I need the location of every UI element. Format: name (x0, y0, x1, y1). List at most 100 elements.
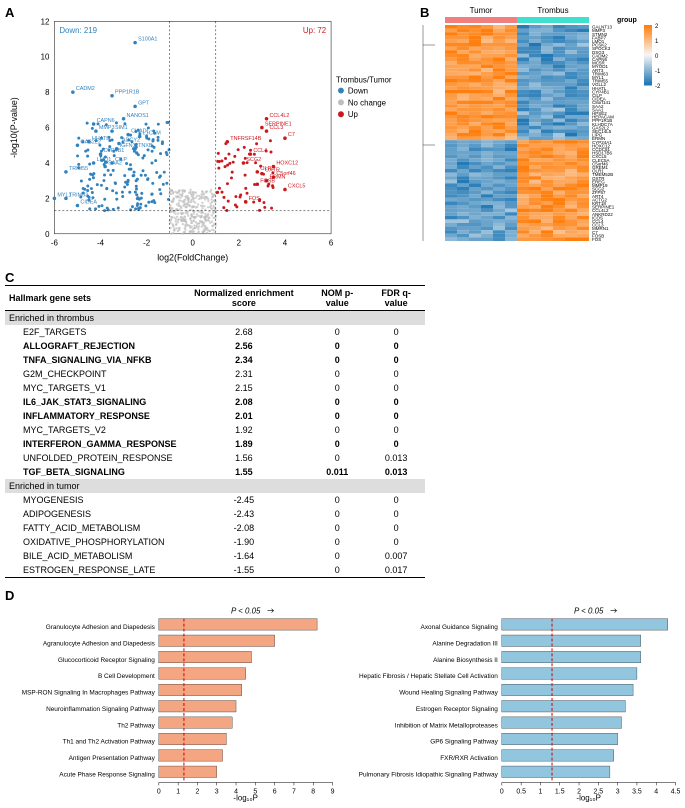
svg-text:CCL4: CCL4 (253, 148, 267, 154)
svg-text:P < 0.05: P < 0.05 (573, 607, 603, 616)
svg-text:FOSB: FOSB (260, 178, 275, 184)
svg-text:0: 0 (45, 230, 50, 239)
svg-text:-2: -2 (143, 239, 150, 248)
svg-text:-log₁₀P: -log₁₀P (576, 793, 601, 802)
svg-text:Agranulocyte Adhesion and Diap: Agranulocyte Adhesion and Diapedesis (43, 640, 155, 647)
svg-text:S100A1: S100A1 (138, 37, 157, 43)
svg-text:group: group (617, 17, 637, 24)
svg-text:CCL4L2: CCL4L2 (269, 113, 289, 119)
svg-text:4: 4 (654, 788, 658, 795)
svg-text:NANOS1: NANOS1 (127, 113, 149, 119)
svg-text:SCG2: SCG2 (246, 157, 261, 163)
svg-text:Inhibition of Matrix Metallopr: Inhibition of Matrix Metalloproteases (394, 722, 497, 729)
svg-text:2: 2 (196, 788, 200, 795)
svg-text:Estrogen Receptor Signaling: Estrogen Receptor Signaling (415, 706, 497, 713)
svg-text:CYP4B1: CYP4B1 (103, 148, 124, 154)
svg-text:TRIM55: TRIM55 (69, 166, 88, 172)
svg-text:Alanine Degradation III: Alanine Degradation III (432, 640, 498, 647)
svg-text:-6: -6 (51, 239, 59, 248)
svg-text:TRIM63: TRIM63 (69, 192, 88, 198)
svg-text:CXCL5: CXCL5 (288, 184, 305, 190)
svg-text:Th1 and Th2 Activation Pathway: Th1 and Th2 Activation Pathway (63, 739, 156, 746)
svg-text:Down: 219: Down: 219 (59, 26, 97, 35)
svg-text:Trombus/Tumor: Trombus/Tumor (336, 76, 392, 85)
svg-text:Up: Up (348, 110, 359, 119)
svg-text:Down: Down (348, 87, 368, 96)
svg-text:2: 2 (45, 194, 49, 203)
svg-text:4: 4 (283, 239, 288, 248)
panel-b: B TumorTrombusgroupGALNT13MMP3STMN2FABP7… (420, 5, 680, 265)
svg-text:CADM2: CADM2 (76, 86, 95, 92)
svg-text:GPT: GPT (138, 100, 150, 106)
svg-text:12: 12 (41, 17, 50, 26)
panel-b-label: B (420, 5, 429, 20)
svg-text:Hepatic Fibrosis / Hepatic Ste: Hepatic Fibrosis / Hepatic Stellate Cell… (359, 673, 498, 680)
svg-text:3: 3 (215, 788, 219, 795)
volcano-plot: -6 -4 -2 0 2 4 6 0 2 4 6 8 10 12 log2(FoldChange) -log1… (5, 5, 420, 265)
svg-text:log2(FoldChange): log2(FoldChange) (157, 252, 228, 262)
svg-text:10: 10 (41, 53, 50, 62)
figure: A -6-4-20246024681012log2(FoldChange)-lo… (0, 0, 685, 808)
svg-text:1: 1 (655, 39, 659, 45)
svg-text:Wound Healing Signaling Pathwa: Wound Healing Signaling Pathway (399, 690, 498, 697)
svg-text:-log10(P-value): -log10(P-value) (9, 97, 19, 158)
svg-text:FXR/RXR Activation: FXR/RXR Activation (440, 755, 498, 762)
svg-text:9: 9 (331, 788, 335, 795)
svg-text:Neuroinflammation Signaling Pa: Neuroinflammation Signaling Pathway (46, 706, 156, 713)
svg-text:0: 0 (157, 788, 161, 795)
svg-text:6: 6 (329, 239, 334, 248)
svg-text:Pulmonary Fibrosis Idiopathic: Pulmonary Fibrosis Idiopathic Signaling … (358, 771, 498, 778)
svg-text:2: 2 (237, 239, 241, 248)
svg-text:CIDEA: CIDEA (80, 200, 97, 206)
svg-text:3.5: 3.5 (632, 788, 642, 795)
svg-text:0: 0 (191, 239, 196, 248)
svg-text:No change: No change (348, 98, 387, 107)
svg-text:-4: -4 (97, 239, 105, 248)
svg-text:0.5: 0.5 (516, 788, 526, 795)
svg-text:PPP1R1B: PPP1R1B (115, 90, 140, 96)
svg-text:4: 4 (45, 159, 50, 168)
svg-text:GP6 Signaling Pathway: GP6 Signaling Pathway (430, 739, 498, 746)
svg-text:Granulocyte Adhesion and Diape: Granulocyte Adhesion and Diapedesis (46, 624, 155, 631)
svg-text:1.5: 1.5 (554, 788, 564, 795)
svg-text:2: 2 (655, 24, 659, 30)
svg-text:C7: C7 (288, 132, 295, 138)
svg-text:7: 7 (292, 788, 296, 795)
svg-text:Th2 Pathway: Th2 Pathway (117, 722, 155, 729)
svg-text:Acute Phase Response Signaling: Acute Phase Response Signaling (59, 771, 155, 778)
svg-text:L1CAM: L1CAM (143, 130, 162, 136)
svg-text:HOXC12: HOXC12 (276, 161, 298, 167)
svg-text:TNXB: TNXB (138, 143, 153, 149)
svg-text:1: 1 (538, 788, 542, 795)
panel-c: C Hallmark gene setsNormalized enrichmen… (5, 270, 425, 578)
svg-text:FOS: FOS (592, 237, 601, 242)
svg-text:GAS2L2: GAS2L2 (80, 139, 101, 145)
barchart-left: P < 0.05 Granulocyte Adhesion and Diapede… (5, 603, 338, 803)
svg-text:TNFRSF14B: TNFRSF14B (230, 136, 261, 142)
svg-text:-log₁₀P: -log₁₀P (233, 793, 258, 802)
svg-text:8: 8 (311, 788, 315, 795)
svg-text:CCL3: CCL3 (269, 125, 283, 131)
heatmap: TumorTrombusgroupGALNT13MMP3STMN2FABP7LM… (420, 5, 680, 265)
svg-text:0: 0 (499, 788, 503, 795)
svg-text:Up: 72: Up: 72 (303, 26, 326, 35)
svg-text:CAPN6: CAPN6 (97, 118, 115, 124)
svg-text:P < 0.05: P < 0.05 (231, 607, 261, 616)
panel-a-label: A (5, 5, 14, 20)
svg-text:8: 8 (45, 88, 50, 97)
svg-text:Glucocorticoid Receptor Signal: Glucocorticoid Receptor Signaling (58, 657, 155, 664)
svg-text:6: 6 (273, 788, 277, 795)
svg-text:SIM1: SIM1 (115, 125, 128, 131)
hallmark-table: Hallmark gene setsNormalized enrichment … (5, 285, 425, 578)
svg-text:1: 1 (176, 788, 180, 795)
svg-text:6: 6 (45, 124, 50, 133)
svg-text:4.5: 4.5 (670, 788, 680, 795)
svg-text:SAA2: SAA2 (108, 161, 122, 167)
svg-text:0: 0 (655, 54, 659, 60)
svg-text:-1: -1 (655, 69, 661, 75)
svg-text:Axonal Guidance Signaling: Axonal Guidance Signaling (420, 624, 498, 631)
svg-text:-2: -2 (655, 84, 661, 90)
panel-d-label: D (5, 588, 14, 603)
panel-c-label: C (5, 270, 14, 285)
svg-text:Alanine Biosynthesis II: Alanine Biosynthesis II (433, 657, 498, 664)
